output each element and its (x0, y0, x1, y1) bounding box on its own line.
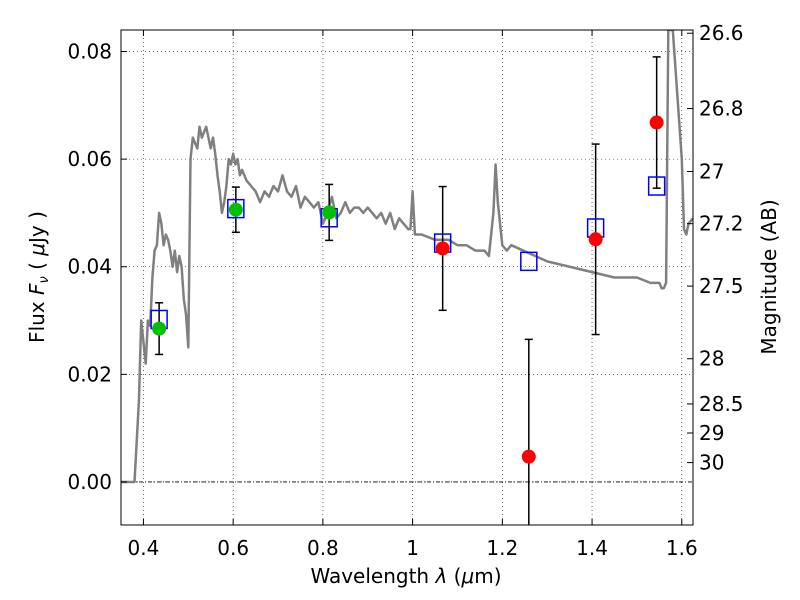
mag-tick-label-2: 27 (699, 160, 724, 184)
y2-axis-label: Magnitude (AB) (757, 199, 781, 354)
mag-tick-label-7: 29 (699, 421, 724, 445)
mag-tick-label-0: 26.6 (699, 21, 744, 45)
model-photometry-square-6 (647, 176, 666, 196)
x-tick-label-0: 0.4 (128, 536, 160, 560)
x-tick-label-1: 0.6 (217, 536, 249, 560)
mag-tick-label-4: 27.5 (699, 274, 744, 298)
x-tick-label-4: 1.2 (486, 536, 518, 560)
x-tick-label-3: 1 (406, 536, 419, 560)
plot-frame (120, 29, 694, 526)
mag-tick-label-5: 28 (699, 347, 724, 371)
axis-ticks: 0.4 0.6 0.8 1 1.2 1.4 1.6 0.00 0.02 0.04 0.06 0.08 2… (67, 21, 743, 560)
sed-template-line (121, 30, 693, 484)
observed-point-1 (228, 202, 243, 217)
y-axis-label: Flux Fν ( μJy ) (25, 211, 52, 343)
mag-tick-label-3: 27.2 (699, 212, 744, 236)
x-axis-label: Wavelength λ (μm) (310, 564, 501, 588)
x-tick-label-5: 1.4 (576, 536, 608, 560)
mag-tick-label-6: 28.5 (699, 392, 744, 416)
grid-lines (121, 30, 693, 525)
model-photometry-square-4 (520, 251, 538, 272)
observed-point-0 (152, 321, 167, 336)
plot-content (121, 30, 693, 525)
mag-tick-label-1: 26.8 (699, 97, 744, 121)
model-photometry-square-1 (227, 198, 245, 219)
y-tick-label-3: 0.06 (67, 147, 112, 171)
y-tick-label-1: 0.02 (67, 362, 112, 386)
mag-tick-label-8: 30 (699, 451, 724, 475)
y-tick-label-0: 0.00 (67, 470, 112, 494)
x-tick-label-2: 0.8 (307, 536, 339, 560)
y-tick-label-2: 0.04 (67, 255, 112, 279)
observed-point-3 (435, 241, 450, 256)
observed-point-5 (588, 232, 603, 247)
observed-point-4 (521, 449, 536, 464)
observed-point-6 (649, 115, 664, 130)
observed-point-2 (322, 205, 337, 220)
x-tick-label-6: 1.6 (666, 536, 698, 560)
y-tick-label-4: 0.08 (67, 40, 112, 64)
